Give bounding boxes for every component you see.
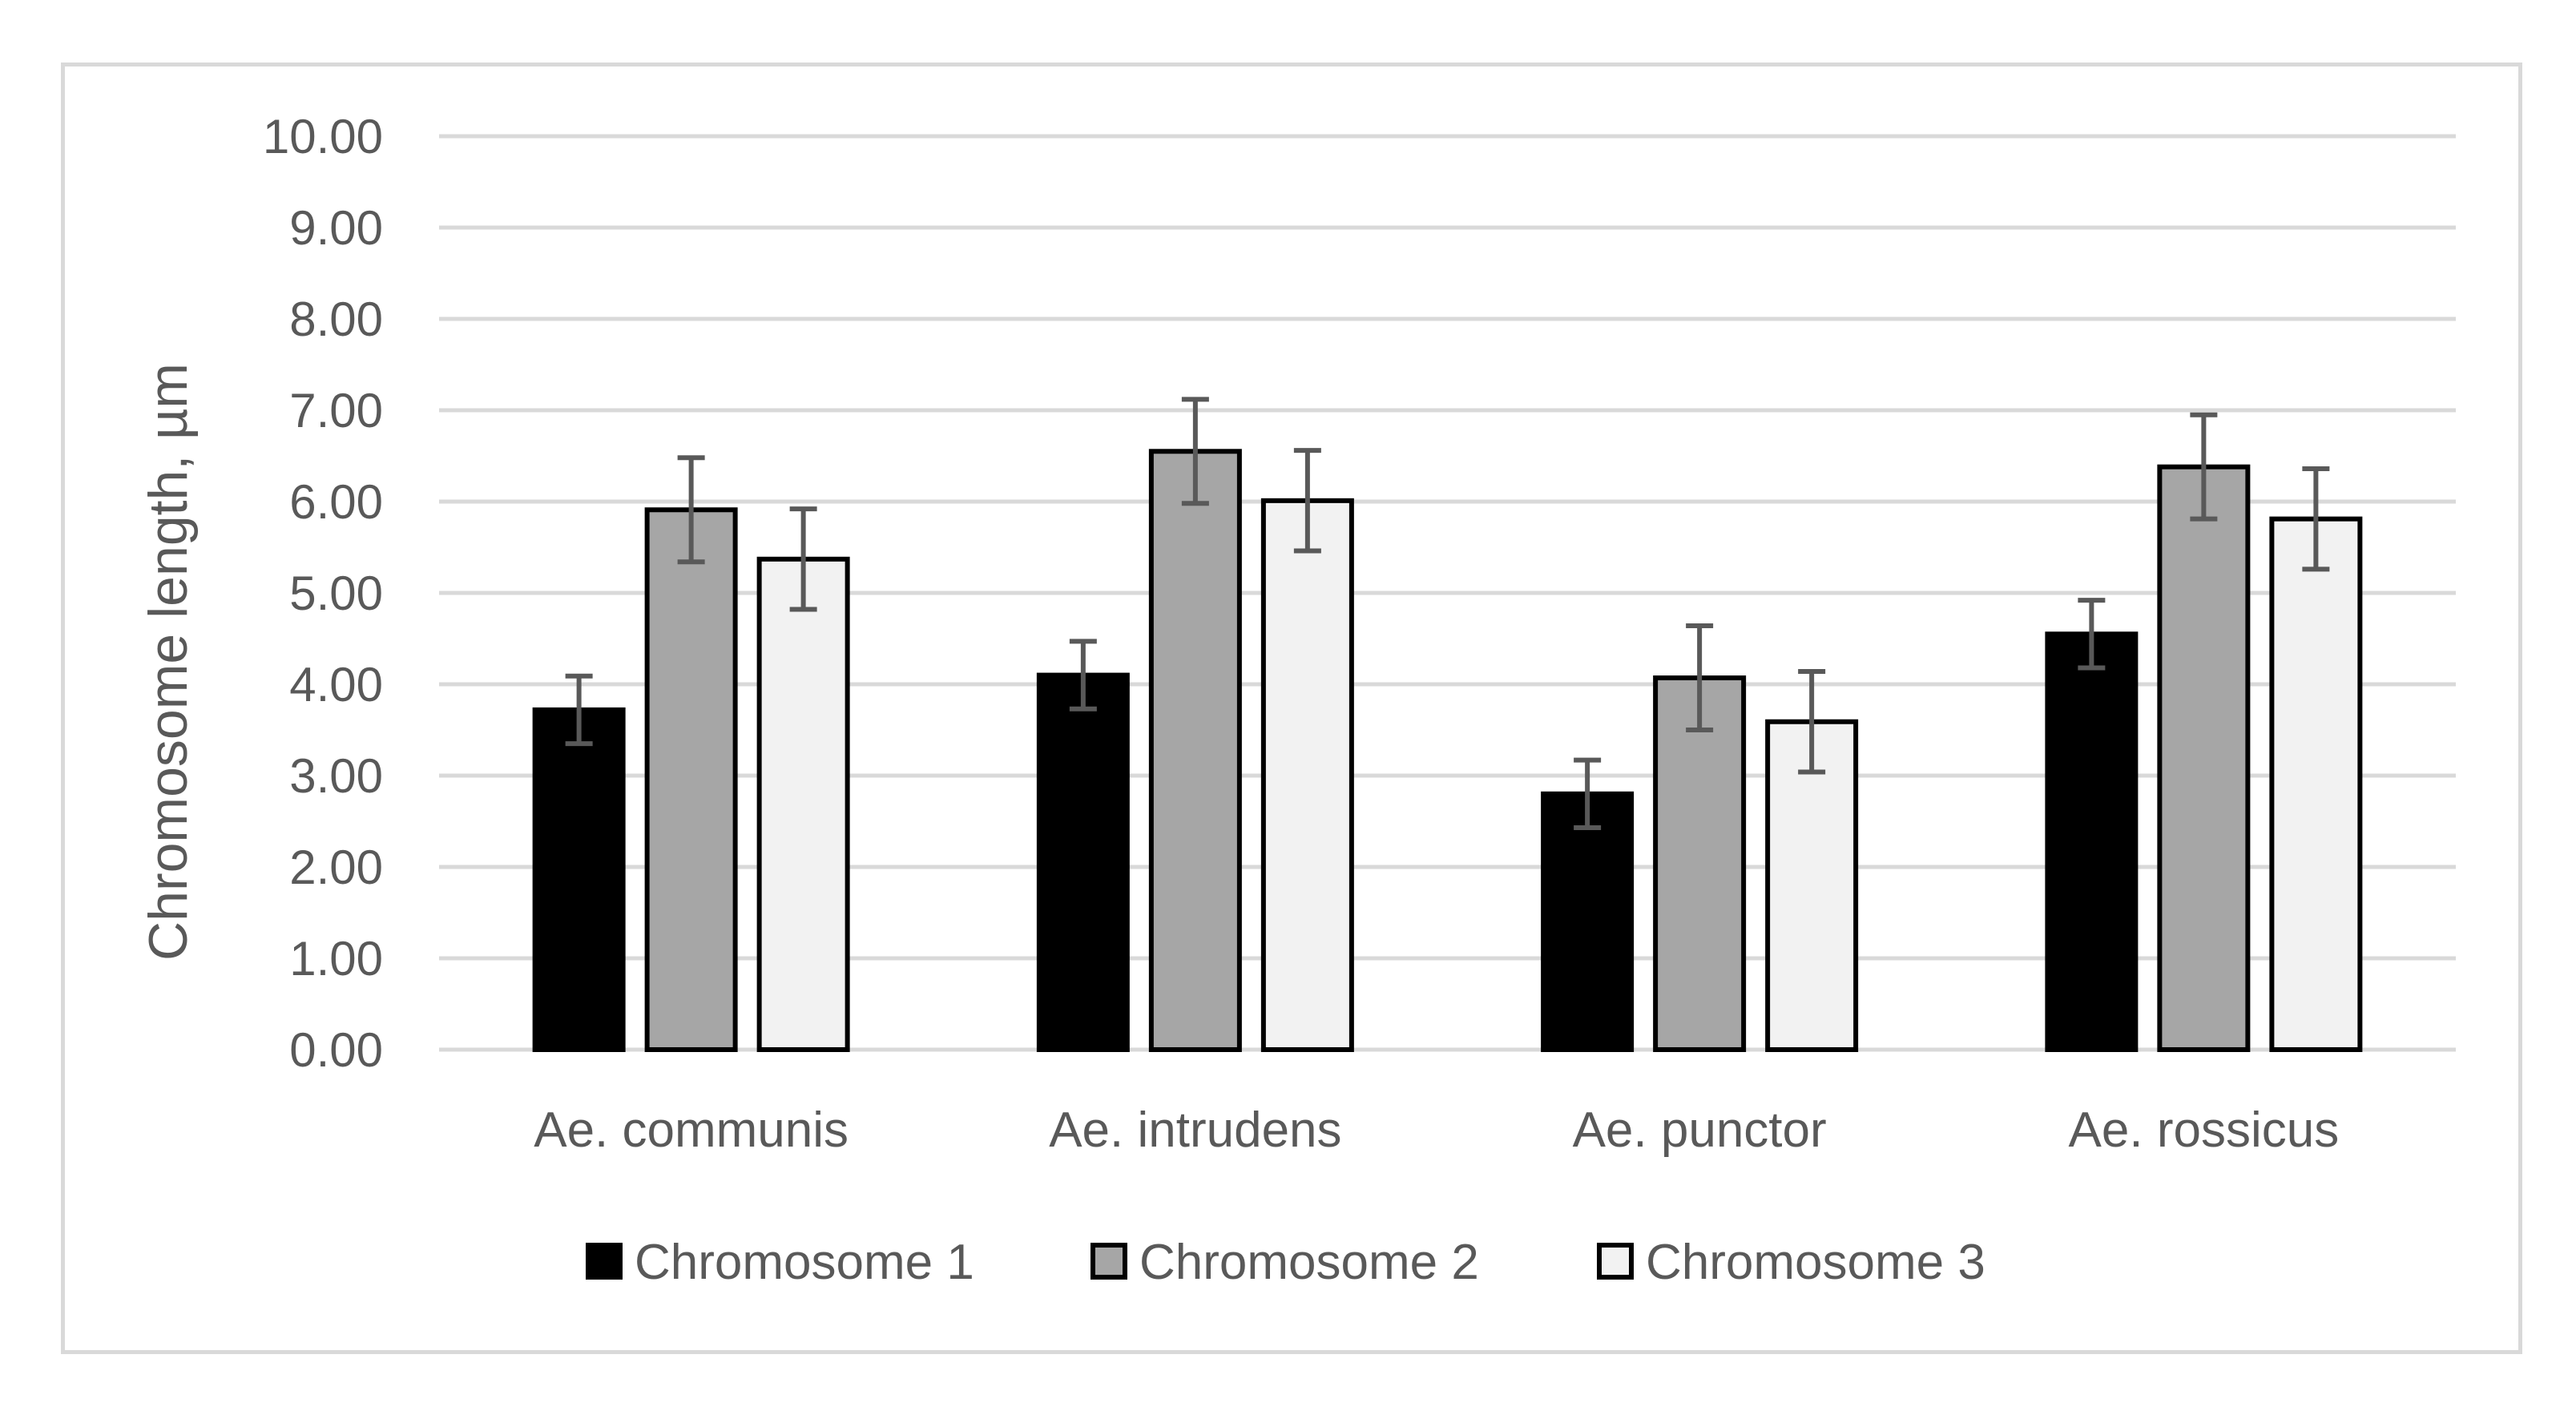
legend-swatch bbox=[1597, 1243, 1634, 1280]
y-tick-label: 5.00 bbox=[289, 566, 383, 620]
legend-swatch bbox=[586, 1243, 623, 1280]
bar bbox=[1260, 498, 1354, 1052]
legend-label: Chromosome 1 bbox=[635, 1235, 974, 1290]
bar bbox=[1765, 719, 1859, 1052]
y-tick-label: 2.00 bbox=[289, 841, 383, 894]
y-tick-label: 8.00 bbox=[289, 292, 383, 346]
y-axis-title: Chromosome length, µm bbox=[138, 363, 199, 961]
bar bbox=[2269, 516, 2363, 1052]
legend-label: Chromosome 3 bbox=[1646, 1235, 1985, 1290]
y-tick-label: 3.00 bbox=[289, 749, 383, 803]
y-tick-label: 0.00 bbox=[289, 1023, 383, 1077]
x-category-label: Ae. communis bbox=[534, 1103, 849, 1158]
y-tick-label: 1.00 bbox=[289, 932, 383, 986]
y-tick-label: 7.00 bbox=[289, 384, 383, 437]
y-tick-label: 4.00 bbox=[289, 658, 383, 712]
bar bbox=[1036, 672, 1130, 1052]
bar bbox=[756, 556, 850, 1052]
y-tick-label: 9.00 bbox=[289, 201, 383, 255]
x-category-label: Ae. rossicus bbox=[2069, 1103, 2340, 1158]
y-tick-label: 6.00 bbox=[289, 475, 383, 529]
bar bbox=[2045, 631, 2139, 1052]
bar bbox=[2157, 464, 2251, 1052]
x-category-label: Ae. intrudens bbox=[1049, 1103, 1341, 1158]
legend-swatch bbox=[1090, 1243, 1127, 1280]
bar bbox=[1148, 449, 1242, 1052]
y-tick-label: 10.00 bbox=[263, 110, 383, 163]
bar bbox=[1653, 675, 1747, 1053]
legend-label: Chromosome 2 bbox=[1139, 1235, 1479, 1290]
x-category-label: Ae. punctor bbox=[1573, 1103, 1827, 1158]
bar bbox=[644, 507, 738, 1052]
bar bbox=[532, 707, 626, 1052]
bar bbox=[1541, 791, 1635, 1052]
